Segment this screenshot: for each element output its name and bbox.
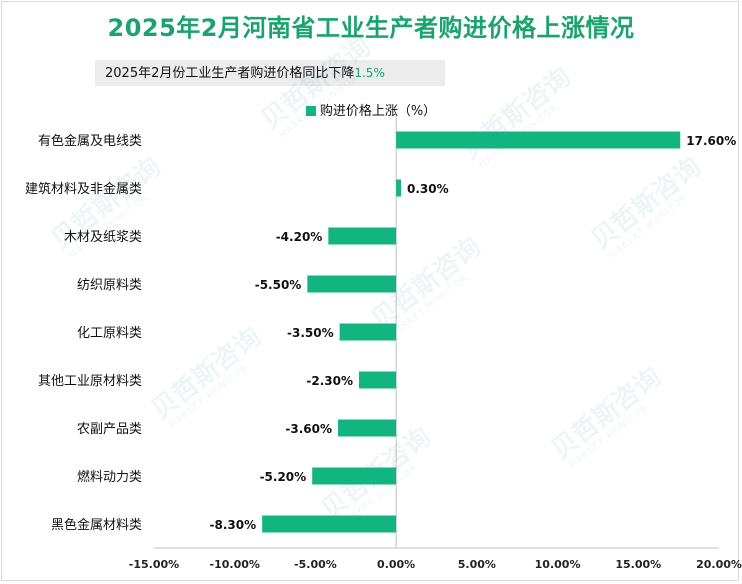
value-label: -8.30%: [210, 518, 257, 532]
category-label: 木材及纸浆类: [64, 230, 142, 245]
category-label: 建筑材料及非金属类: [25, 181, 142, 197]
value-label: -4.20%: [276, 230, 323, 244]
x-tick-label: -5.00%: [294, 558, 337, 571]
x-tick-label: -15.00%: [129, 558, 179, 571]
bar: [338, 419, 397, 437]
category-label: 化工原料类: [77, 326, 142, 341]
watermark-name: 贝哲斯咨询: [145, 321, 267, 425]
chart-legend: 购进价格上涨（%）: [0, 100, 742, 119]
value-label: -2.30%: [306, 374, 353, 388]
category-label: 有色金属及电线类: [38, 133, 142, 149]
x-tick-label: 10.00%: [535, 558, 581, 571]
bar: [312, 467, 397, 485]
value-label: 17.60%: [686, 134, 736, 148]
bar: [359, 371, 397, 389]
watermark-name: 贝哲斯咨询: [585, 151, 707, 255]
x-tick-label: -10.00%: [210, 558, 260, 571]
value-label: -3.50%: [287, 326, 334, 340]
x-tick-label: 0.00%: [377, 558, 415, 571]
bar: [307, 275, 397, 293]
watermark-name: 贝哲斯咨询: [455, 61, 577, 165]
category-label: 燃料动力类: [77, 469, 142, 485]
category-label: 黑色金属材料类: [51, 517, 142, 533]
legend-swatch: [305, 106, 316, 116]
category-label: 纺织原料类: [77, 278, 142, 293]
value-label: 0.30%: [407, 182, 449, 196]
bar: [396, 131, 681, 149]
watermark-name: 贝哲斯咨询: [255, 31, 377, 135]
x-tick-label: 15.00%: [615, 558, 661, 571]
x-tick-label: 20.00%: [696, 558, 742, 571]
bar: [328, 227, 397, 245]
chart-title: 2025年2月河南省工业生产者购进价格上涨情况: [107, 14, 635, 42]
legend-label: 购进价格上涨（%）: [319, 104, 437, 119]
value-label: -3.60%: [285, 422, 332, 436]
category-label: 农副产品类: [77, 422, 142, 437]
value-label: -5.20%: [260, 470, 307, 484]
bar: [262, 515, 397, 533]
subtitle-box: 2025年2月份工业生产者购进价格同比下降1.5%: [95, 60, 445, 86]
value-label: -5.50%: [255, 278, 302, 292]
subtitle-highlight: 1.5%: [354, 66, 385, 80]
bar: [339, 323, 397, 341]
category-label: 其他工业原材料类: [38, 374, 142, 389]
watermark-name: 贝哲斯咨询: [545, 361, 667, 465]
x-tick-label: 5.00%: [458, 558, 496, 571]
subtitle-text: 2025年2月份工业生产者购进价格同比下降: [105, 66, 355, 81]
bar: [396, 179, 401, 197]
